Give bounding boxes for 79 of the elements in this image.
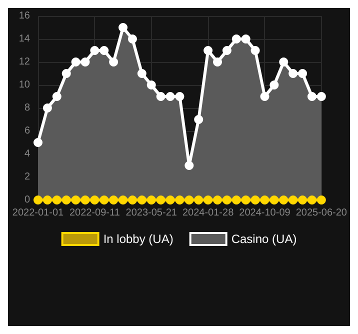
point <box>298 69 308 78</box>
y-tick-label: 8 <box>24 102 30 114</box>
point <box>42 104 52 112</box>
point <box>270 80 279 90</box>
point <box>109 196 118 204</box>
point <box>118 196 128 204</box>
y-tick-label: 6 <box>24 126 30 136</box>
y-tick-label: 2 <box>24 172 30 182</box>
x-tick-label: 2025-06-20 <box>296 208 348 218</box>
point <box>80 196 90 204</box>
point <box>194 196 204 204</box>
point <box>307 196 316 204</box>
point <box>166 92 175 101</box>
point <box>90 196 100 204</box>
point <box>298 196 308 204</box>
point <box>52 92 62 101</box>
point <box>204 196 213 204</box>
point <box>279 196 288 204</box>
point <box>222 196 232 204</box>
point <box>34 138 42 147</box>
point <box>241 196 250 204</box>
point <box>194 115 204 124</box>
point <box>316 92 326 101</box>
point <box>250 46 260 55</box>
y-tick-label: 10 <box>18 80 30 90</box>
y-tick-label: 4 <box>24 148 30 160</box>
y-tick-label: 12 <box>18 56 30 68</box>
point <box>71 196 80 204</box>
point <box>34 196 42 204</box>
point <box>166 196 175 204</box>
y-tick-label: 16 <box>18 10 30 22</box>
y-tick-label: 14 <box>18 34 30 44</box>
point <box>156 92 166 101</box>
point <box>100 46 109 55</box>
legend-label: Casino (UA) <box>231 232 297 246</box>
point <box>260 196 270 204</box>
x-tick-label: 2022-01-01 <box>12 208 64 218</box>
point <box>80 58 90 66</box>
point <box>232 196 241 204</box>
point <box>213 58 222 66</box>
point <box>307 92 316 101</box>
point <box>146 80 156 90</box>
point <box>204 46 213 55</box>
point <box>270 196 279 204</box>
point <box>71 58 80 66</box>
point <box>184 161 194 170</box>
point <box>90 46 100 55</box>
point <box>250 196 260 204</box>
point <box>288 69 298 78</box>
point <box>128 34 137 44</box>
point <box>213 196 222 204</box>
point <box>118 23 128 32</box>
point <box>232 34 241 44</box>
legend-label: In lobby (UA) <box>103 232 174 246</box>
x-tick-label: 2022-09-11 <box>69 208 120 218</box>
point <box>184 196 194 204</box>
point <box>279 58 288 66</box>
point <box>241 34 250 44</box>
point <box>175 92 184 101</box>
point <box>222 46 232 55</box>
point <box>52 196 62 204</box>
y-tick-label: 0 <box>24 194 30 206</box>
point <box>146 196 156 204</box>
point <box>316 196 326 204</box>
x-tick-label: 2024-01-28 <box>182 208 234 218</box>
point <box>260 92 270 101</box>
point <box>137 196 146 204</box>
x-tick-label: 2024-10-09 <box>239 208 291 218</box>
point <box>128 196 137 204</box>
x-tick-label: 2023-05-21 <box>126 208 178 218</box>
point <box>62 69 71 78</box>
point <box>62 196 71 204</box>
point <box>109 58 118 66</box>
point <box>137 69 146 78</box>
point <box>156 196 166 204</box>
point <box>100 196 109 204</box>
point <box>175 196 184 204</box>
point <box>288 196 298 204</box>
point <box>42 196 52 204</box>
